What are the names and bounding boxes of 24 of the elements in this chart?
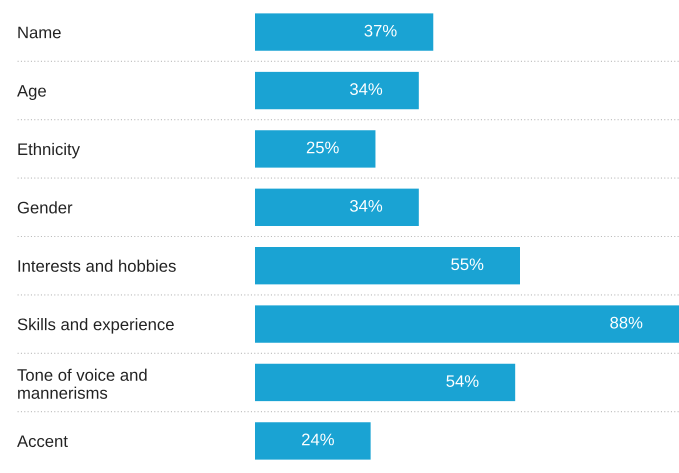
bar (255, 364, 516, 402)
data-label: 34% (350, 83, 382, 95)
y-tick-label: Name (18, 26, 61, 38)
data-label: 24% (302, 434, 334, 446)
y-tick-label: Accent (17, 435, 68, 448)
bar (255, 247, 520, 284)
y-tick-label: Interests and hobbies (18, 260, 176, 272)
y-tick-label: Ethnicity (18, 142, 80, 158)
data-label: 55% (451, 258, 484, 270)
bar (255, 422, 371, 460)
data-label: 25% (306, 142, 339, 154)
y-tick-label: Age (17, 85, 46, 100)
data-label: 54% (446, 375, 478, 387)
bar (255, 188, 419, 226)
y-tick-label: Skills and experience (18, 318, 174, 334)
data-label: 34% (350, 200, 382, 212)
bar (255, 72, 419, 110)
y-tick-label: Tone of voice and mannerisms (17, 368, 147, 399)
bar (255, 130, 376, 168)
y-tick-label: Gender (18, 201, 72, 214)
bar (255, 305, 679, 343)
bar (255, 13, 434, 51)
data-label: 88% (610, 316, 642, 329)
data-label: 37% (364, 24, 397, 37)
